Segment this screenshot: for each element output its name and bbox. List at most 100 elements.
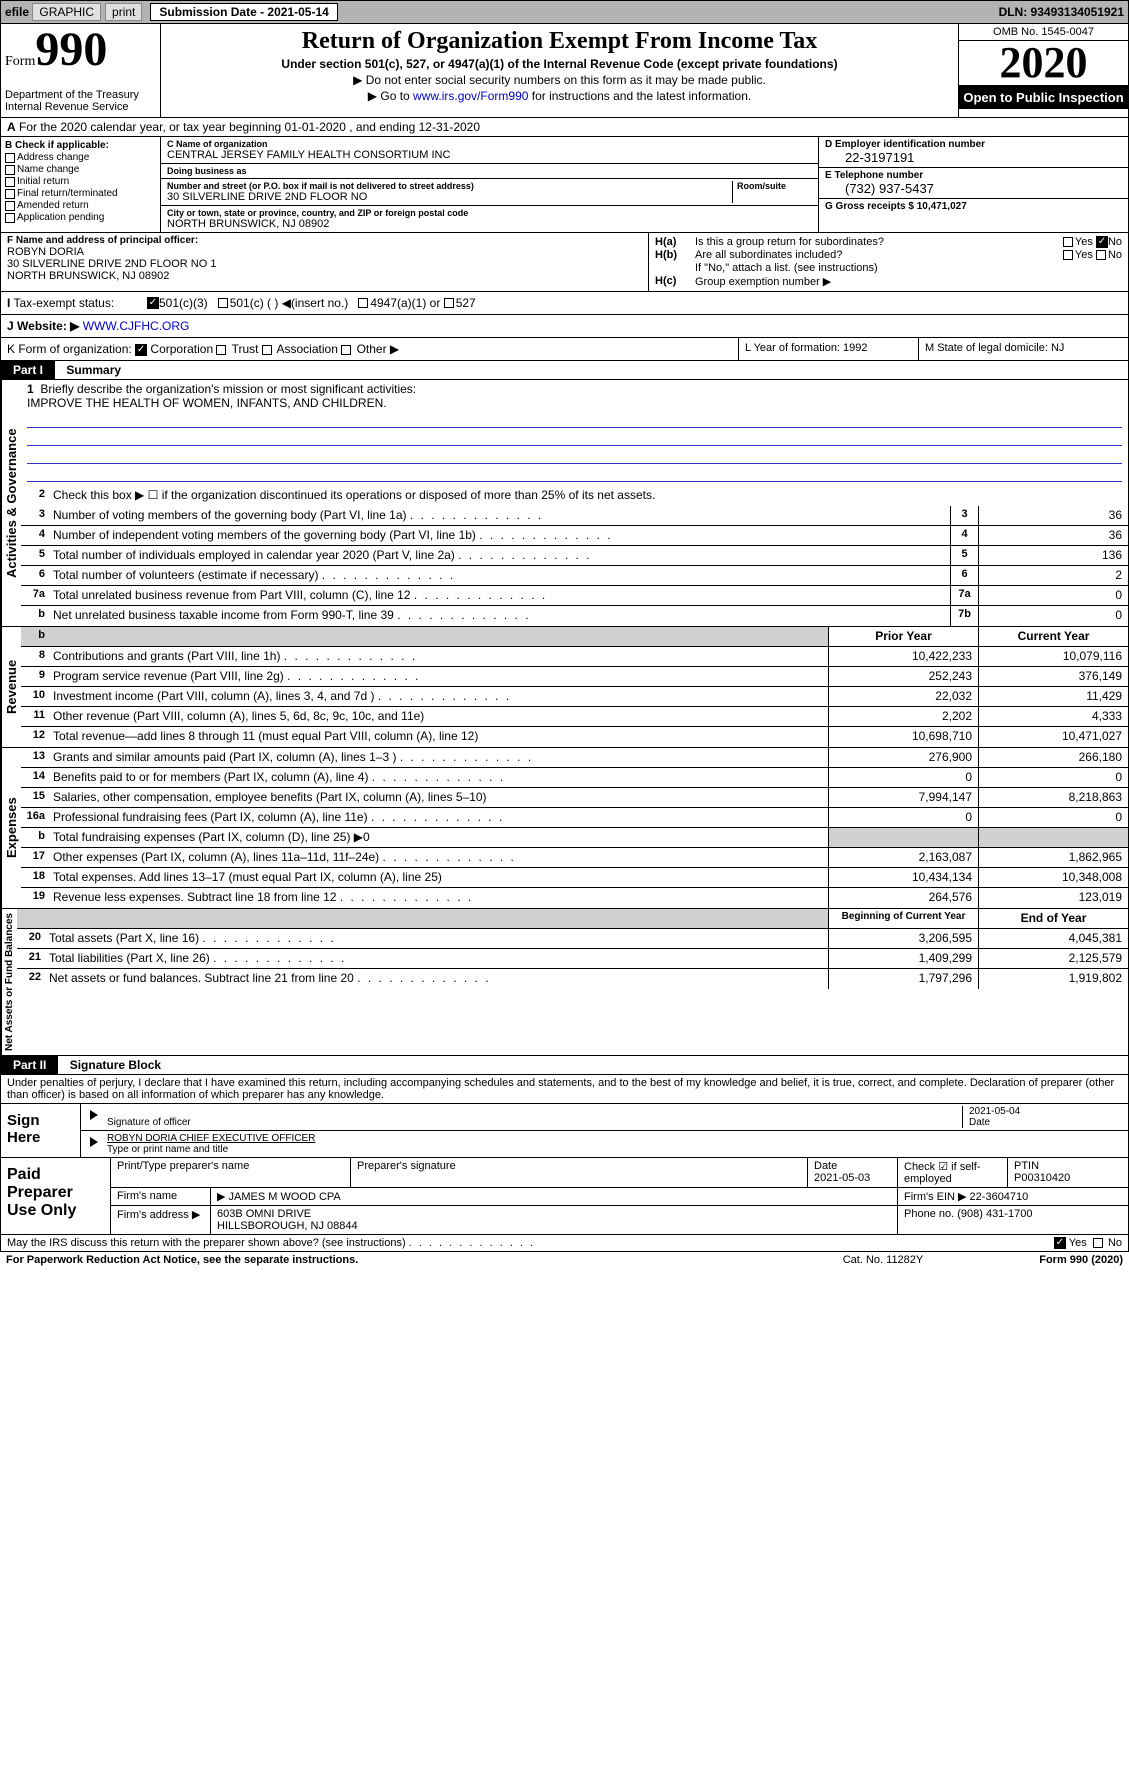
section-governance: Activities & Governance 1 Briefly descri… bbox=[0, 380, 1129, 627]
mission-text: IMPROVE THE HEALTH OF WOMEN, INFANTS, AN… bbox=[27, 396, 387, 410]
ha-yes[interactable]: Yes bbox=[1075, 236, 1093, 248]
501c[interactable]: 501(c) ( ) ◀(insert no.) bbox=[230, 296, 349, 310]
firm-addr-label: Firm's address ▶ bbox=[111, 1206, 211, 1234]
line11-cy: 4,333 bbox=[978, 707, 1128, 726]
chk-final[interactable]: Final return/terminated bbox=[5, 188, 156, 199]
hb-note: If "No," attach a list. (see instruction… bbox=[695, 262, 1122, 274]
year-formation: L Year of formation: 1992 bbox=[738, 338, 918, 360]
sig-date: 2021-05-04 bbox=[969, 1106, 1020, 1117]
chk-name[interactable]: Name change bbox=[5, 164, 156, 175]
line12-py: 10,698,710 bbox=[828, 727, 978, 747]
line7a: Total unrelated business revenue from Pa… bbox=[53, 588, 411, 602]
cat-no: Cat. No. 11282Y bbox=[793, 1254, 973, 1266]
line22: Net assets or fund balances. Subtract li… bbox=[49, 971, 354, 985]
chk-pending[interactable]: Application pending bbox=[5, 212, 156, 223]
discuss-yes[interactable]: Yes bbox=[1069, 1237, 1087, 1249]
line10: Investment income (Part VIII, column (A)… bbox=[53, 689, 374, 703]
ein-value: 22-3197191 bbox=[825, 150, 1122, 165]
line12-cy: 10,471,027 bbox=[978, 727, 1128, 747]
boy-hdr: Beginning of Current Year bbox=[828, 909, 978, 928]
tab-revenue: Revenue bbox=[1, 627, 21, 747]
discuss-no[interactable]: No bbox=[1108, 1237, 1122, 1249]
line21-eoy: 2,125,579 bbox=[978, 949, 1128, 968]
ha-no[interactable]: No bbox=[1108, 236, 1122, 248]
line7b: Net unrelated business taxable income fr… bbox=[53, 608, 394, 622]
footer-bottom: For Paperwork Reduction Act Notice, see … bbox=[0, 1252, 1129, 1268]
prep-sig-hdr: Preparer's signature bbox=[351, 1158, 808, 1187]
line15-py: 7,994,147 bbox=[828, 788, 978, 807]
ssn-note: ▶ Do not enter social security numbers o… bbox=[169, 73, 950, 87]
line5-val: 136 bbox=[978, 546, 1128, 565]
officer-printed-name: ROBYN DORIA CHIEF EXECUTIVE OFFICER bbox=[107, 1133, 315, 1144]
block-f-h: F Name and address of principal officer:… bbox=[0, 233, 1129, 292]
org-name: CENTRAL JERSEY FAMILY HEALTH CONSORTIUM … bbox=[167, 149, 812, 161]
chk-other[interactable]: Other ▶ bbox=[357, 342, 400, 356]
dba-label: Doing business as bbox=[167, 166, 812, 176]
line19-cy: 123,019 bbox=[978, 888, 1128, 908]
line16a-py: 0 bbox=[828, 808, 978, 827]
sig-officer-label: Signature of officer bbox=[107, 1117, 191, 1128]
irs-link[interactable]: www.irs.gov/Form990 bbox=[413, 89, 528, 103]
line6-val: 2 bbox=[978, 566, 1128, 585]
tab-governance: Activities & Governance bbox=[1, 380, 21, 626]
officer-name: ROBYN DORIA bbox=[7, 246, 642, 258]
form-number: Form990 bbox=[5, 28, 156, 71]
city-label: City or town, state or province, country… bbox=[167, 208, 812, 218]
line3-val: 36 bbox=[978, 506, 1128, 525]
part1-header: Part I bbox=[1, 361, 55, 379]
tax-year-text: For the 2020 calendar year, or tax year … bbox=[19, 120, 480, 134]
prep-date-val: 2021-05-03 bbox=[814, 1172, 870, 1184]
hb-label: H(b) bbox=[655, 249, 695, 261]
ein-label: D Employer identification number bbox=[825, 139, 1122, 150]
website-link[interactable]: WWW.CJFHC.ORG bbox=[83, 319, 190, 333]
form-990-number: 990 bbox=[35, 23, 107, 76]
graphic-button[interactable]: GRAPHIC bbox=[32, 3, 101, 21]
goto-pre: ▶ Go to bbox=[368, 89, 413, 103]
dln: DLN: 93493134051921 bbox=[999, 5, 1124, 19]
4947a1[interactable]: 4947(a)(1) or bbox=[370, 296, 440, 310]
line17-cy: 1,862,965 bbox=[978, 848, 1128, 867]
line14-cy: 0 bbox=[978, 768, 1128, 787]
line20-boy: 3,206,595 bbox=[828, 929, 978, 948]
print-button[interactable]: print bbox=[105, 3, 142, 21]
hc-text: Group exemption number ▶ bbox=[695, 275, 1122, 288]
eoy-hdr: End of Year bbox=[978, 909, 1128, 928]
line21: Total liabilities (Part X, line 26) bbox=[49, 951, 210, 965]
527[interactable]: 527 bbox=[456, 296, 476, 310]
line22-eoy: 1,919,802 bbox=[978, 969, 1128, 989]
line5: Total number of individuals employed in … bbox=[53, 548, 455, 562]
goto-post: for instructions and the latest informat… bbox=[528, 89, 751, 103]
line7a-val: 0 bbox=[978, 586, 1128, 605]
current-year-hdr: Current Year bbox=[978, 627, 1128, 646]
org-name-label: C Name of organization bbox=[167, 139, 812, 149]
irs-label: Internal Revenue Service bbox=[5, 101, 156, 113]
hb-yes[interactable]: Yes bbox=[1075, 249, 1093, 261]
part1-title: Summary bbox=[58, 363, 121, 377]
501c3[interactable]: 501(c)(3) bbox=[159, 296, 208, 310]
firm-addr1: 603B OMNI DRIVE bbox=[217, 1208, 311, 1220]
line16a: Professional fundraising fees (Part IX, … bbox=[53, 810, 368, 824]
chk-address[interactable]: Address change bbox=[5, 152, 156, 163]
chk-amended[interactable]: Amended return bbox=[5, 200, 156, 211]
state-domicile: M State of legal domicile: NJ bbox=[918, 338, 1128, 360]
line13-py: 276,900 bbox=[828, 748, 978, 767]
tax-status-label: Tax-exempt status: bbox=[13, 296, 114, 310]
addr-label: Number and street (or P.O. box if mail i… bbox=[167, 181, 732, 191]
line2: Check this box ▶ ☐ if the organization d… bbox=[49, 486, 1128, 506]
line18-py: 10,434,134 bbox=[828, 868, 978, 887]
org-city: NORTH BRUNSWICK, NJ 08902 bbox=[167, 218, 812, 230]
chk-assoc[interactable]: Association bbox=[277, 342, 338, 356]
part1-bar: Part I Summary bbox=[0, 361, 1129, 380]
line20-eoy: 4,045,381 bbox=[978, 929, 1128, 948]
line9-cy: 376,149 bbox=[978, 667, 1128, 686]
firm-ein: Firm's EIN ▶ 22-3604710 bbox=[898, 1188, 1128, 1205]
sign-here-label: Sign Here bbox=[1, 1104, 81, 1157]
chk-trust[interactable]: Trust bbox=[232, 342, 259, 356]
line8-py: 10,422,233 bbox=[828, 647, 978, 666]
line8-cy: 10,079,116 bbox=[978, 647, 1128, 666]
chk-initial[interactable]: Initial return bbox=[5, 176, 156, 187]
chk-corp[interactable]: Corporation bbox=[150, 342, 213, 356]
hb-text: Are all subordinates included? bbox=[695, 249, 1063, 261]
hb-no[interactable]: No bbox=[1108, 249, 1122, 261]
form-header: Form990 Department of the Treasury Inter… bbox=[0, 24, 1129, 118]
